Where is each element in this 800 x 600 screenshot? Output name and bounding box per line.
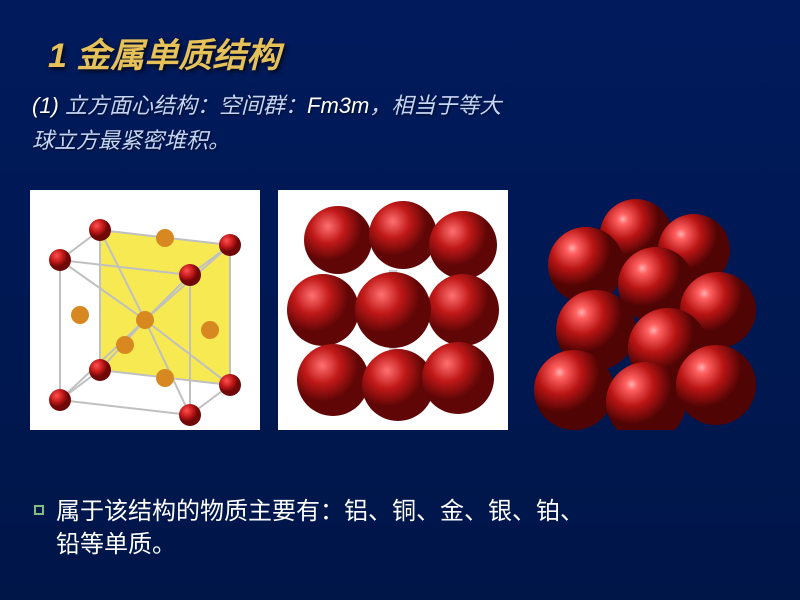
subtitle-part3: 球立方最紧密堆积。 — [32, 128, 230, 153]
bullet-icon — [34, 505, 44, 515]
slide-title: 1 金属单质结构 — [48, 28, 280, 77]
subtitle-prefix: (1) — [32, 93, 59, 118]
title-number: 1 — [48, 37, 67, 75]
footnote-line1: 属于该结构的物质主要有：铝、铜、金、银、铂、 — [56, 498, 584, 525]
diagram-row — [30, 190, 756, 430]
footnote-line2: 铅等单质。 — [56, 531, 176, 558]
subtitle-part2: ，相当于等大 — [369, 93, 501, 118]
footnote: 属于该结构的物质主要有：铝、铜、金、银、铂、 铅等单质。 — [56, 495, 750, 562]
unit-cell-diagram — [30, 190, 260, 430]
subtitle-part1: 立方面心结构：空间群： — [65, 93, 307, 118]
subtitle: (1) 立方面心结构：空间群：Fm3m，相当于等大 球立方最紧密堆积。 — [32, 88, 760, 158]
subtitle-formula: Fm3m — [307, 93, 369, 118]
title-text: 金属单质结构 — [76, 37, 280, 75]
packed-cluster-diagram — [526, 190, 756, 430]
packed-front-diagram — [278, 190, 508, 430]
